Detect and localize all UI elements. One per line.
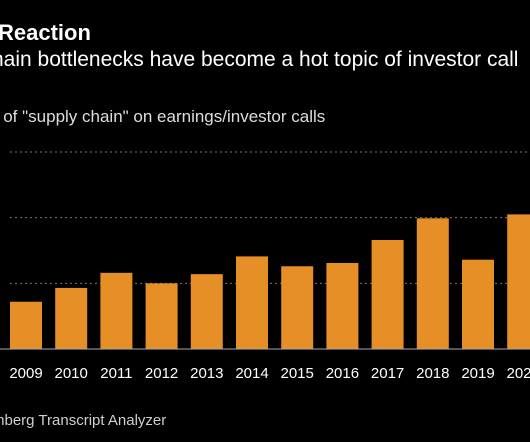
bar [371, 239, 404, 349]
x-tick-label: 2018 [416, 365, 449, 382]
bar [416, 218, 449, 349]
x-tick-label: 2020 [507, 365, 530, 382]
chart-title: Reaction [0, 20, 91, 45]
bar [190, 274, 223, 349]
bar [55, 287, 88, 349]
chart-subtitle: hain bottlenecks have become a hot topic… [0, 48, 519, 71]
bar [462, 259, 494, 349]
bar [236, 256, 268, 349]
source-note: mberg Transcript Analyzer [0, 412, 167, 429]
y-axis-label: s of "supply chain" on earnings/investor… [0, 107, 326, 126]
x-tick-label: 2014 [235, 365, 268, 382]
bar [326, 262, 359, 349]
x-tick-label: 2011 [100, 365, 132, 382]
x-tick-label: 2017 [371, 365, 404, 382]
bar [507, 214, 530, 349]
x-tick-label: 2010 [55, 365, 88, 382]
x-tick-label: 2013 [190, 365, 223, 382]
bar [281, 266, 314, 349]
x-tick-label: 2019 [461, 365, 494, 382]
x-tick-label: 2016 [326, 365, 359, 382]
bar-chart: 2009 2010 2011 2012 2013 2014 2015 2016 2017 2018… [0, 151, 530, 382]
x-tick-label: 2012 [145, 365, 178, 382]
bar [10, 301, 42, 349]
x-tick-label: 2015 [281, 365, 314, 382]
x-tick-label: 2009 [9, 365, 42, 382]
bar [145, 283, 178, 349]
bar [100, 272, 133, 349]
